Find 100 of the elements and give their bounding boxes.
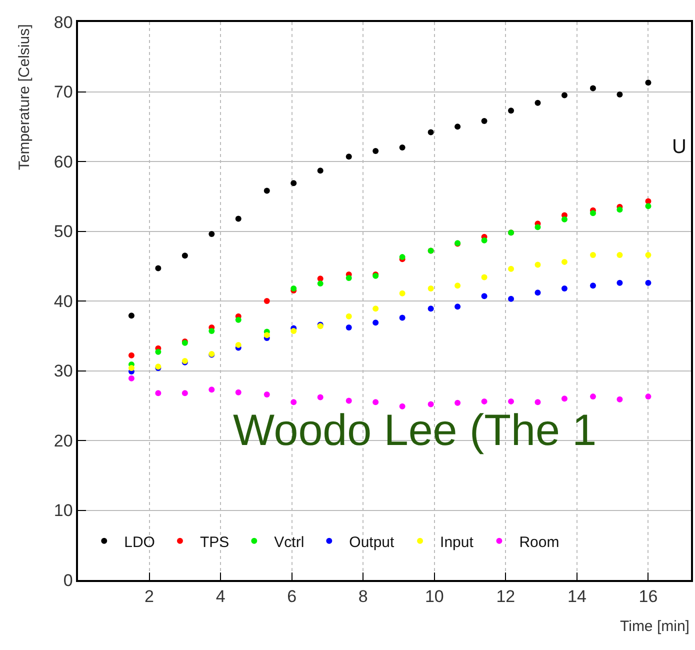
point [454,282,461,289]
point [128,312,134,319]
point [399,290,406,296]
point [616,396,623,402]
point [235,342,242,348]
point [290,399,297,406]
point [155,348,162,355]
point [235,389,242,396]
point [534,399,541,406]
x-axis-title: Time [min] [620,618,690,635]
point [534,290,541,296]
point [182,390,188,396]
point [590,252,596,258]
y-tick-label: 20 [54,431,73,450]
point [481,274,488,280]
point [428,401,434,408]
point [399,403,406,410]
point [645,252,652,258]
point [454,304,461,310]
point [616,280,623,286]
y-tick-label: 60 [54,152,73,172]
point [128,364,134,371]
x-tick-label: 14 [567,587,586,606]
point [481,118,488,124]
point [264,332,270,338]
point [616,92,623,98]
point [208,386,215,393]
point [481,293,488,300]
point [561,285,568,292]
point [645,80,652,86]
point [290,285,297,292]
legend-label: Output [349,534,396,551]
x-tick-label: 12 [496,587,516,606]
point [317,168,324,174]
point [317,394,324,400]
y-tick-label: 80 [54,12,73,32]
point [290,180,297,186]
point [208,328,215,334]
y-tick-label: 50 [54,222,73,242]
point [155,390,162,396]
point [645,203,652,210]
point [428,129,434,136]
point [264,391,270,398]
point [235,216,242,222]
point [317,280,324,287]
point [534,100,541,106]
point [372,320,379,326]
x-tick-label: 4 [216,587,226,606]
point [346,274,352,281]
annotation: Woodo Lee (The 1 [233,406,597,455]
y-tick-label: 70 [54,82,73,102]
x-tick-label: 8 [358,587,368,606]
point [372,148,379,154]
point [346,154,352,160]
point [399,144,406,151]
point [372,399,379,406]
point [481,398,488,404]
point [534,262,541,268]
x-tick-label: 10 [424,587,444,606]
point [561,92,568,98]
y-tick-label: 30 [54,362,73,381]
point [508,296,514,302]
x-tick-label: 2 [144,587,154,606]
x-tick-label: 16 [638,587,658,606]
point [290,328,297,334]
point [561,216,568,222]
legend-label: Vctrl [274,534,304,551]
point [428,285,434,292]
y-tick-label: 10 [54,501,73,520]
point [590,85,596,92]
point [645,280,652,286]
point [508,398,514,404]
point [590,282,596,289]
point [590,210,596,216]
point [208,231,215,238]
y-axis-title: Temperature [Celsius] [16,24,34,170]
point [561,258,568,265]
legend-label: LDO [124,534,155,551]
point [616,206,623,213]
legend-label: TPS [200,534,230,551]
point [454,124,461,130]
point [561,396,568,402]
annotation: U [672,136,686,158]
point [128,352,134,358]
point [590,394,596,400]
point [264,188,270,194]
point [346,398,352,404]
point [428,306,434,312]
point [128,375,134,382]
legend-label: Input [440,534,474,551]
point [481,237,488,244]
point [346,313,352,320]
point [616,252,623,258]
point [508,108,514,114]
y-tick-label: 0 [63,570,73,590]
legend-label: Room [519,534,560,551]
point [372,306,379,312]
point [508,266,514,272]
point [534,224,541,230]
point [264,298,270,304]
